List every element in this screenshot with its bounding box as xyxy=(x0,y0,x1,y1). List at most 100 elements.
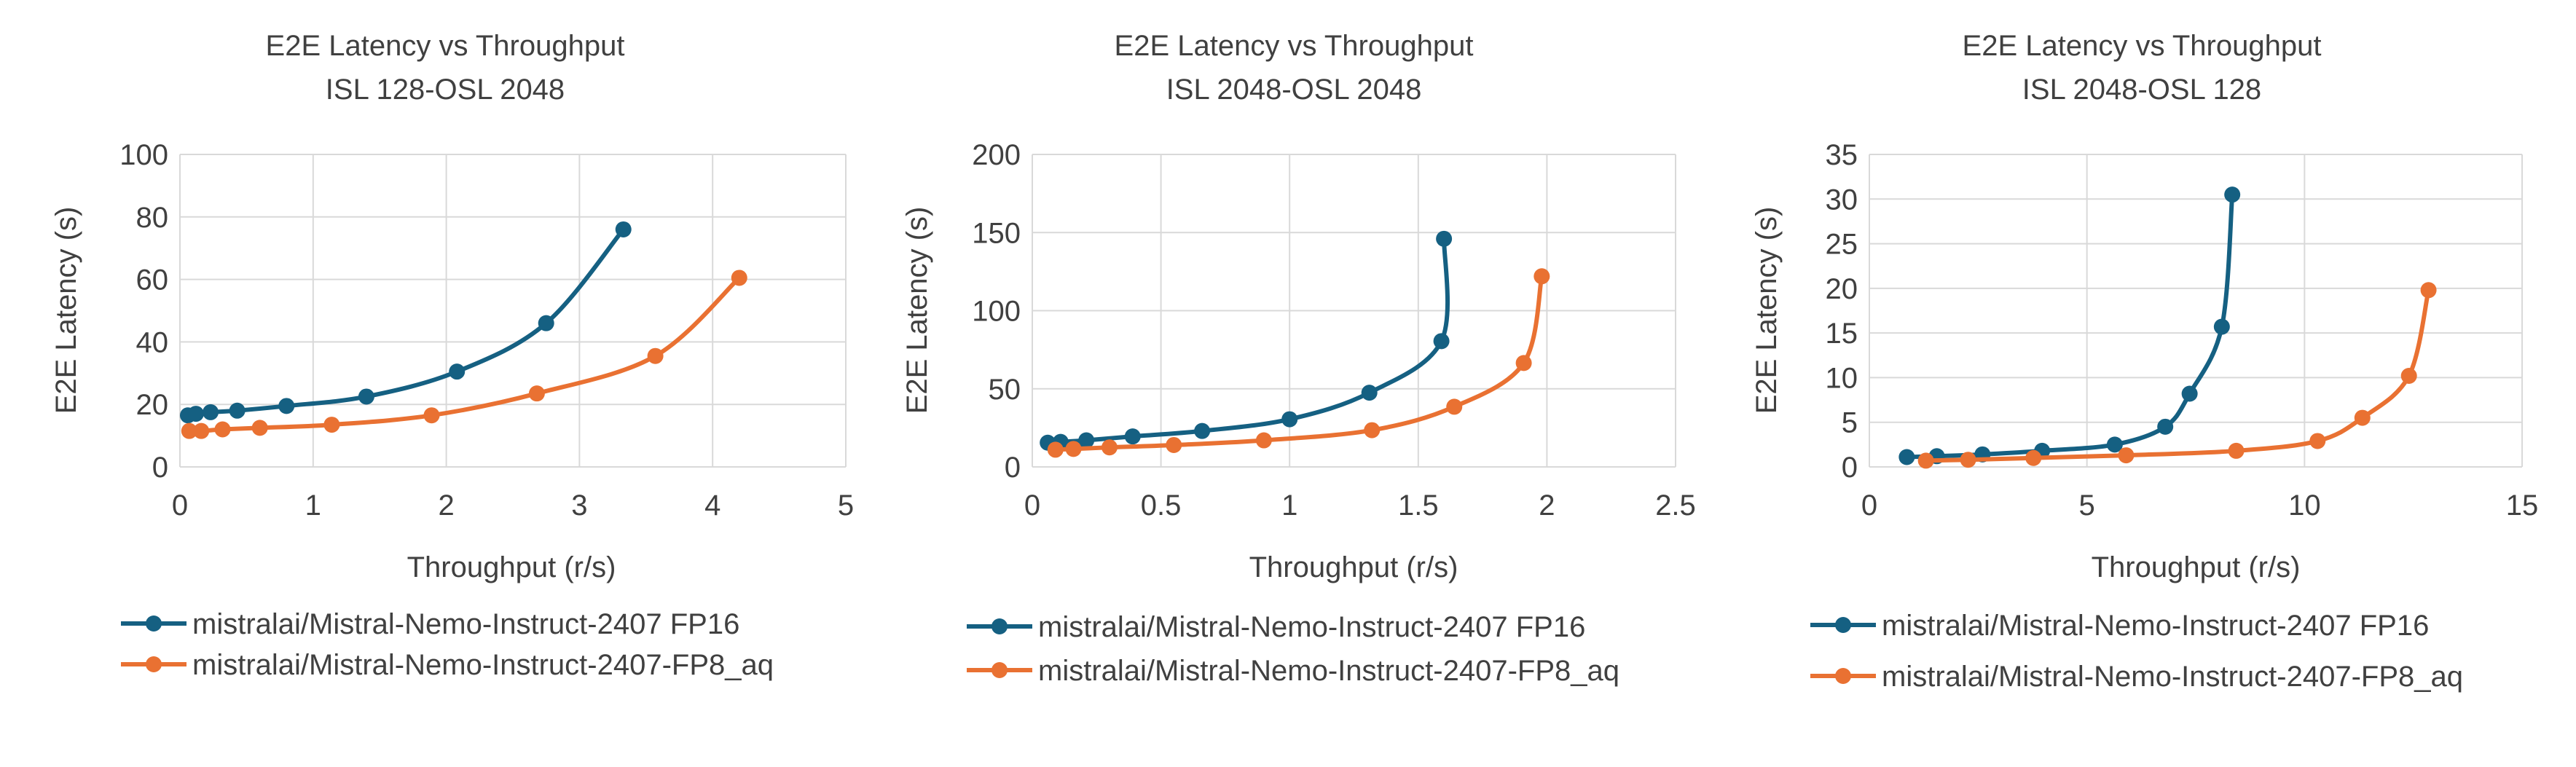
legend-marker xyxy=(146,656,162,672)
legend-item-fp8: mistralai/Mistral-Nemo-Instruct-2407-FP8… xyxy=(967,655,1619,687)
y-tick-label: 35 xyxy=(1826,139,1858,171)
data-point xyxy=(2309,433,2326,449)
legend-label: mistralai/Mistral-Nemo-Instruct-2407-FP8… xyxy=(1882,661,2463,693)
gridlines xyxy=(1869,154,2523,468)
data-point xyxy=(1124,428,1141,445)
legend-label: mistralai/Mistral-Nemo-Instruct-2407-FP8… xyxy=(1038,655,1619,687)
y-tick-label: 0 xyxy=(152,452,168,484)
data-point xyxy=(1917,452,1934,469)
data-point xyxy=(1436,230,1453,247)
data-point xyxy=(2420,282,2437,299)
series-line xyxy=(1923,288,2431,463)
data-point xyxy=(229,402,246,419)
x-tick-label: 3 xyxy=(571,489,587,522)
legend-item-fp16: mistralai/Mistral-Nemo-Instruct-2407 FP1… xyxy=(967,611,1585,643)
x-axis-title: Throughput (r/s) xyxy=(407,551,616,583)
chart-title-line1: E2E Latency vs Throughput xyxy=(266,30,625,62)
data-point xyxy=(2157,418,2174,435)
x-axis-title: Throughput (r/s) xyxy=(2092,551,2301,583)
series-fp16 xyxy=(1898,186,2241,465)
y-tick-label: 100 xyxy=(119,139,168,171)
data-point xyxy=(1446,398,1463,415)
legend-label: mistralai/Mistral-Nemo-Instruct-2407 FP1… xyxy=(1882,610,2429,642)
data-point xyxy=(1101,439,1118,456)
data-point xyxy=(203,404,219,420)
data-point xyxy=(2181,385,2198,402)
series-fp16 xyxy=(179,221,632,424)
x-tick-label: 2.5 xyxy=(1655,489,1696,522)
data-point xyxy=(1281,411,1298,428)
chart-isl128-osl2048: E2E Latency vs Throughput ISL 128-OSL 20… xyxy=(50,30,854,681)
legend-item-fp16: mistralai/Mistral-Nemo-Instruct-2407 FP1… xyxy=(1810,610,2429,642)
data-point xyxy=(214,421,231,438)
y-tick-label: 20 xyxy=(1826,273,1858,305)
data-point xyxy=(647,347,664,364)
y-tick-label: 40 xyxy=(136,326,169,358)
series-fp8 xyxy=(1917,282,2437,469)
legend-label: mistralai/Mistral-Nemo-Instruct-2407 FP1… xyxy=(1038,611,1585,643)
data-point xyxy=(1078,432,1095,449)
data-point xyxy=(1047,441,1064,458)
data-point xyxy=(1361,385,1378,401)
data-point xyxy=(2354,409,2371,426)
y-tick-label: 150 xyxy=(972,217,1021,249)
x-tick-label: 0 xyxy=(1024,489,1040,522)
data-point xyxy=(193,422,210,439)
data-point xyxy=(2118,447,2135,464)
chart-isl2048-osl128: E2E Latency vs Throughput ISL 2048-OSL 1… xyxy=(1751,30,2538,693)
data-point xyxy=(1065,441,1082,457)
y-tick-label: 60 xyxy=(136,264,169,296)
data-point xyxy=(528,385,545,402)
data-point xyxy=(731,270,747,286)
data-point xyxy=(187,406,204,422)
chart-isl2048-osl2048: E2E Latency vs Throughput ISL 2048-OSL 2… xyxy=(901,30,1696,687)
legend-item-fp16: mistralai/Mistral-Nemo-Instruct-2407 FP1… xyxy=(121,608,739,640)
legend-label: mistralai/Mistral-Nemo-Instruct-2407-FP8… xyxy=(192,649,774,681)
y-tick-label: 200 xyxy=(972,139,1021,171)
x-tick-label: 4 xyxy=(704,489,720,522)
legend-marker xyxy=(1835,668,1851,684)
y-axis-title: E2E Latency (s) xyxy=(1751,207,1783,414)
legend-marker xyxy=(991,662,1008,678)
data-point xyxy=(423,407,440,424)
chart-title-line2: ISL 2048-OSL 128 xyxy=(2022,74,2261,106)
data-point xyxy=(2224,186,2241,203)
data-point xyxy=(2213,318,2230,335)
data-point xyxy=(2400,367,2417,384)
x-tick-label: 15 xyxy=(2506,489,2539,522)
data-point xyxy=(251,420,268,436)
data-point xyxy=(1255,432,1272,449)
legend-marker xyxy=(1835,617,1851,633)
chart-title-line1: E2E Latency vs Throughput xyxy=(1963,30,2322,62)
y-tick-label: 80 xyxy=(136,202,169,234)
x-tick-label: 1 xyxy=(1281,489,1297,522)
data-point xyxy=(2228,442,2245,459)
data-point xyxy=(1166,436,1182,453)
x-tick-label: 5 xyxy=(838,489,854,522)
legend-marker xyxy=(146,615,162,632)
data-point xyxy=(2106,436,2123,453)
x-tick-label: 1 xyxy=(305,489,321,522)
data-point xyxy=(538,315,554,331)
series-fp16 xyxy=(1040,230,1453,451)
series-line xyxy=(1904,192,2235,460)
y-tick-label: 20 xyxy=(136,389,169,421)
data-point xyxy=(323,417,340,433)
y-axis-title: E2E Latency (s) xyxy=(901,207,933,414)
y-tick-label: 25 xyxy=(1826,229,1858,261)
y-axis-title: E2E Latency (s) xyxy=(50,207,82,414)
x-tick-label: 5 xyxy=(2079,489,2095,522)
legend-marker xyxy=(991,618,1008,634)
x-tick-label: 0 xyxy=(1861,489,1877,522)
x-tick-label: 2 xyxy=(1539,489,1555,522)
data-point xyxy=(358,388,374,405)
y-tick-label: 10 xyxy=(1826,362,1858,394)
y-tick-label: 0 xyxy=(1842,452,1858,484)
x-axis-title: Throughput (r/s) xyxy=(1249,551,1458,583)
x-tick-label: 2 xyxy=(438,489,454,522)
chart-title-line1: E2E Latency vs Throughput xyxy=(1115,30,1474,62)
series-line xyxy=(1045,236,1450,445)
series-fp8 xyxy=(1047,268,1550,458)
x-tick-label: 0.5 xyxy=(1141,489,1182,522)
